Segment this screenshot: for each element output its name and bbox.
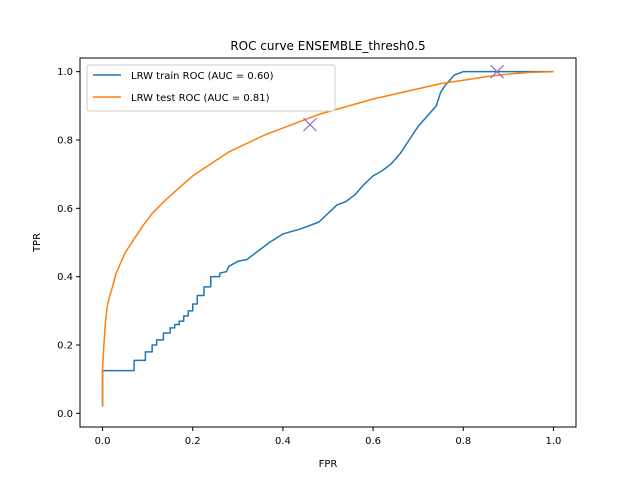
x-tick-label: 0.0 bbox=[95, 436, 111, 447]
legend-label-test: LRW test ROC (AUC = 0.81) bbox=[131, 93, 270, 104]
legend-label-train: LRW train ROC (AUC = 0.60) bbox=[131, 71, 274, 82]
threshold-marker-1 bbox=[490, 64, 505, 79]
y-axis-ticks: 0.0 0.2 0.4 0.6 0.8 1.0 bbox=[57, 67, 80, 420]
y-tick-label: 0.2 bbox=[57, 341, 73, 352]
y-axis-label: TPR bbox=[32, 233, 43, 253]
y-tick-label: 0.4 bbox=[57, 272, 73, 283]
x-tick-label: 0.8 bbox=[455, 436, 471, 447]
x-tick-label: 0.6 bbox=[365, 436, 381, 447]
chart-title: ROC curve ENSEMBLE_thresh0.5 bbox=[230, 39, 425, 53]
x-tick-label: 1.0 bbox=[546, 436, 562, 447]
y-tick-label: 1.0 bbox=[57, 67, 73, 78]
series-line-1 bbox=[101, 70, 554, 407]
x-axis-ticks: 0.0 0.2 0.4 0.6 0.8 1.0 bbox=[95, 427, 562, 447]
x-axis-label: FPR bbox=[319, 459, 338, 470]
axes-frame bbox=[79, 57, 577, 428]
y-tick-label: 0.0 bbox=[57, 409, 73, 420]
series-line-0 bbox=[101, 70, 554, 407]
legend: LRW train ROC (AUC = 0.60) LRW test ROC … bbox=[86, 64, 336, 112]
legend-box bbox=[86, 64, 336, 112]
x-tick-label: 0.4 bbox=[275, 436, 291, 447]
y-tick-label: 0.6 bbox=[57, 204, 73, 215]
y-tick-label: 0.8 bbox=[57, 136, 73, 147]
marker-layer bbox=[303, 64, 505, 132]
x-tick-label: 0.2 bbox=[185, 436, 201, 447]
threshold-marker-0 bbox=[303, 117, 317, 132]
plot-area bbox=[79, 57, 577, 428]
series-layer bbox=[101, 70, 554, 407]
